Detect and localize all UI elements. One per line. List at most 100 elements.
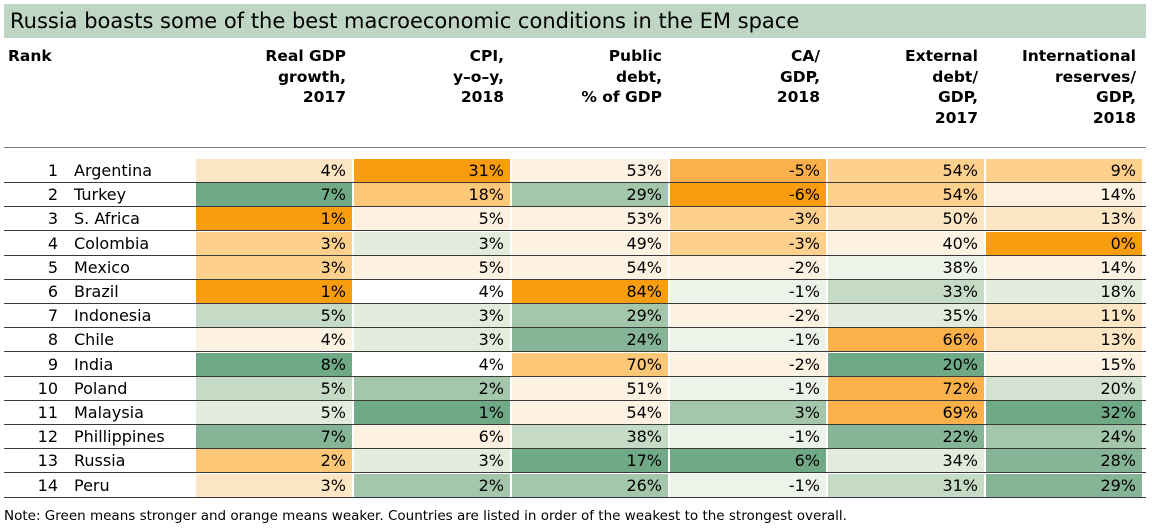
- column-header: External debt/GDP, 2017: [905, 46, 978, 128]
- value-cell: 22%: [828, 425, 984, 449]
- value-cell: 49%: [512, 231, 668, 255]
- value-cell: 29%: [512, 304, 668, 328]
- value-cell: 7%: [196, 425, 352, 449]
- value-cell: 3%: [196, 231, 352, 255]
- value-cell: 5%: [354, 207, 510, 231]
- value-cell: 38%: [512, 425, 668, 449]
- rank-cell: 11: [37, 403, 58, 422]
- value-cell: 4%: [196, 328, 352, 352]
- table-row: 6 Brazil 1% 4% 84% -1% 33% 18%: [4, 280, 1146, 304]
- rank-cell: 3: [47, 209, 58, 229]
- value-cell: 5%: [196, 401, 352, 424]
- value-cell: 31%: [828, 473, 984, 497]
- value-cell: 3%: [670, 401, 826, 424]
- value-cell: 4%: [196, 159, 352, 182]
- value-cell: 6%: [354, 425, 510, 449]
- value-cell: 4%: [354, 280, 510, 303]
- value-cell: 4%: [354, 352, 510, 376]
- column-header-line: GDP,: [1096, 88, 1136, 106]
- rank-cell: 10: [37, 378, 58, 398]
- value-cell: 70%: [512, 352, 668, 376]
- value-cell: 11%: [986, 304, 1142, 328]
- column-header-line: CA/: [790, 47, 820, 65]
- column-header-line: growth,: [277, 67, 346, 86]
- rank-cell: 13: [37, 451, 58, 471]
- value-cell: 51%: [512, 376, 668, 400]
- column-header-line: debt/: [932, 67, 978, 86]
- table-row: 2 Turkey 7% 18% 29% -6% 54% 14%: [4, 183, 1146, 208]
- value-cell: 33%: [828, 280, 984, 303]
- column-header-line: GDP,: [938, 88, 978, 106]
- column-header-line: 2018: [776, 88, 820, 106]
- value-cell: 15%: [986, 352, 1142, 376]
- value-cell: 5%: [196, 376, 352, 400]
- country-cell: Poland: [74, 378, 128, 398]
- value-cell: 3%: [354, 328, 510, 352]
- value-cell: 13%: [986, 207, 1142, 231]
- table-row: 10 Poland 5% 2% 51% -1% 72% 20%: [4, 376, 1146, 401]
- value-cell: -3%: [670, 231, 826, 255]
- value-cell: -2%: [670, 352, 826, 376]
- value-cell: 54%: [512, 255, 668, 279]
- value-cell: 18%: [354, 183, 510, 207]
- value-cell: 29%: [986, 473, 1142, 497]
- country-cell: Peru: [74, 475, 110, 495]
- value-cell: 1%: [196, 280, 352, 303]
- value-cell: 1%: [354, 401, 510, 424]
- value-cell: 0%: [986, 231, 1142, 255]
- value-cell: 18%: [986, 280, 1142, 303]
- value-cell: 28%: [986, 449, 1142, 473]
- table-row: 5 Mexico 3% 5% 54% -2% 38% 14%: [4, 255, 1146, 280]
- value-cell: 54%: [828, 183, 984, 207]
- table-row: 1 Argentina 4% 31% 53% -5% 54% 9%: [4, 159, 1146, 183]
- column-header: CPI, y–o–y, 2018: [453, 46, 504, 108]
- column-header-line: reserves/: [1054, 67, 1136, 86]
- column-header-line: GDP,: [780, 67, 820, 86]
- value-cell: 3%: [354, 231, 510, 255]
- value-cell: 40%: [828, 231, 984, 255]
- rank-cell: 6: [47, 282, 58, 301]
- country-cell: Argentina: [74, 161, 153, 180]
- value-cell: 5%: [196, 304, 352, 328]
- value-cell: -5%: [670, 159, 826, 182]
- column-header-line: External: [905, 47, 978, 65]
- footnote: Note: Green means stronger and orange me…: [4, 508, 847, 524]
- value-cell: 53%: [512, 207, 668, 231]
- value-cell: 35%: [828, 304, 984, 328]
- value-cell: 29%: [512, 183, 668, 207]
- value-cell: 3%: [196, 473, 352, 497]
- table-row: 14 Peru 3% 2% 26% -1% 31% 29%: [4, 473, 1146, 498]
- value-cell: 8%: [196, 352, 352, 376]
- column-header-line: International: [1021, 47, 1136, 65]
- country-cell: Phillippines: [74, 427, 165, 447]
- value-cell: 32%: [986, 401, 1142, 424]
- value-cell: -1%: [670, 425, 826, 449]
- column-header: Real GDP growth, 2017: [265, 46, 346, 108]
- table-row: 11 Malaysia 5% 1% 54% 3% 69% 32%: [4, 401, 1146, 425]
- column-header-line: % of GDP: [581, 88, 662, 106]
- column-header-line: Public: [608, 47, 662, 65]
- value-cell: 20%: [828, 352, 984, 376]
- column-header: Public debt, % of GDP: [581, 46, 662, 108]
- value-cell: 50%: [828, 207, 984, 231]
- value-cell: 20%: [986, 376, 1142, 400]
- value-cell: 6%: [670, 449, 826, 473]
- country-cell: Mexico: [74, 257, 130, 277]
- value-cell: -3%: [670, 207, 826, 231]
- country-cell: Brazil: [74, 282, 119, 301]
- value-cell: 54%: [828, 159, 984, 182]
- value-cell: -1%: [670, 473, 826, 497]
- value-cell: 2%: [196, 449, 352, 473]
- country-cell: Colombia: [74, 233, 150, 253]
- column-header-line: 2018: [460, 88, 504, 106]
- value-cell: 24%: [512, 328, 668, 352]
- value-cell: 72%: [828, 376, 984, 400]
- value-cell: 24%: [986, 425, 1142, 449]
- value-cell: 1%: [196, 207, 352, 231]
- column-header-line: 2018: [1092, 108, 1136, 127]
- column-header: CA/GDP, 2018: [777, 46, 820, 108]
- column-header-line: 2017: [302, 88, 346, 106]
- header-rank: Rank: [8, 47, 52, 65]
- value-cell: 3%: [354, 304, 510, 328]
- column-header-line: y–o–y,: [452, 67, 504, 86]
